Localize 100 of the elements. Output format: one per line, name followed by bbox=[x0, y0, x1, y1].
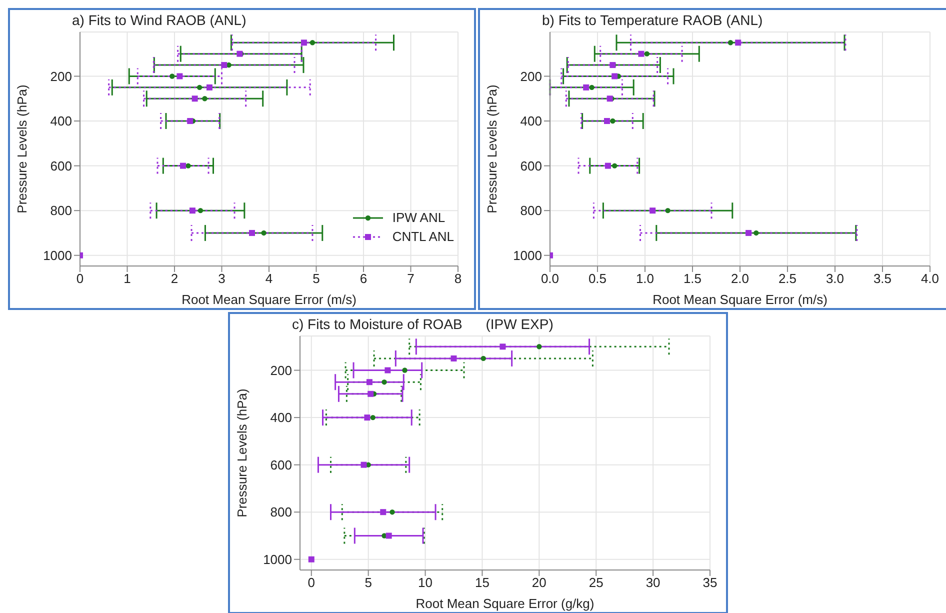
x-tick-label: 2.5 bbox=[778, 271, 797, 286]
point bbox=[221, 62, 228, 68]
point bbox=[644, 51, 650, 56]
point bbox=[390, 509, 395, 515]
x-tick-label: 15 bbox=[474, 575, 490, 590]
point bbox=[206, 84, 212, 90]
point bbox=[610, 118, 616, 124]
y-tick-label: 200 bbox=[270, 362, 292, 378]
point bbox=[380, 509, 386, 516]
x-tick-label: 4 bbox=[265, 271, 273, 286]
x-axis-title: Root Mean Square Error (g/kg) bbox=[416, 596, 594, 611]
y-tick-label: 400 bbox=[270, 410, 292, 426]
x-axis-title: Root Mean Square Error (m/s) bbox=[652, 292, 828, 307]
x-tick-label: 35 bbox=[702, 575, 718, 590]
point bbox=[612, 163, 618, 168]
point bbox=[386, 532, 392, 539]
point bbox=[638, 50, 644, 57]
point bbox=[180, 162, 186, 169]
y-axis-title: Pressure Levels (hPa) bbox=[234, 388, 250, 518]
point bbox=[500, 344, 506, 350]
x-tick-label: 3.5 bbox=[873, 271, 892, 286]
point bbox=[606, 96, 613, 102]
x-tick-label: 20 bbox=[532, 575, 546, 590]
point bbox=[589, 84, 594, 90]
point bbox=[308, 556, 314, 562]
chart-title: c) Fits to Moisture of ROAB (IPW EXP) bbox=[292, 316, 554, 332]
x-tick-label: 2 bbox=[170, 271, 178, 286]
point bbox=[604, 118, 610, 124]
x-tick-label: 5 bbox=[364, 575, 372, 590]
point bbox=[754, 230, 759, 236]
y-tick-label: 600 bbox=[520, 158, 542, 174]
point bbox=[186, 163, 191, 168]
x-tick-label: 6 bbox=[360, 271, 368, 286]
point bbox=[384, 367, 391, 374]
x-tick-label: 1 bbox=[124, 271, 131, 286]
chart-title: b) Fits to Temperature RAOB (ANL) bbox=[542, 12, 763, 28]
y-tick-label: 600 bbox=[50, 158, 72, 174]
point bbox=[187, 118, 194, 124]
y-tick-label: 1000 bbox=[263, 552, 292, 567]
point bbox=[370, 414, 376, 420]
y-tick-label: 200 bbox=[520, 68, 542, 84]
y-tick-label: 600 bbox=[270, 457, 292, 472]
point bbox=[192, 96, 198, 102]
point bbox=[170, 74, 175, 79]
legend-label: IPW ANL bbox=[392, 209, 446, 227]
x-tick-label: 0.5 bbox=[588, 271, 607, 286]
point bbox=[480, 356, 486, 362]
x-tick-label: 25 bbox=[588, 575, 604, 590]
x-tick-label: 1.0 bbox=[636, 271, 654, 286]
point bbox=[196, 84, 202, 90]
x-tick-label: 0 bbox=[76, 271, 84, 286]
y-tick-label: 400 bbox=[520, 114, 542, 129]
x-axis-title: Root Mean Square Error (m/s) bbox=[182, 292, 356, 307]
point bbox=[360, 462, 367, 468]
point bbox=[536, 344, 542, 350]
x-tick-label: 10 bbox=[418, 575, 433, 590]
y-axis-title: Pressure Levels (hPa) bbox=[484, 84, 500, 214]
y-tick-label: 800 bbox=[50, 203, 72, 218]
x-tick-label: 4.0 bbox=[920, 271, 940, 286]
x-tick-label: 3.0 bbox=[826, 271, 844, 286]
x-tick-label: 30 bbox=[646, 575, 660, 590]
point bbox=[189, 208, 196, 214]
point bbox=[604, 162, 611, 169]
point bbox=[735, 40, 742, 46]
x-tick-label: 2.0 bbox=[730, 271, 750, 286]
x-tick-label: 8 bbox=[454, 271, 462, 286]
x-tick-label: 7 bbox=[407, 271, 414, 286]
x-tick-label: 0 bbox=[308, 575, 316, 590]
legend-label: CNTL ANL bbox=[392, 228, 454, 246]
point bbox=[650, 208, 656, 214]
x-tick-label: 1.5 bbox=[683, 271, 702, 286]
point bbox=[402, 368, 408, 373]
point bbox=[176, 73, 183, 80]
y-tick-label: 800 bbox=[520, 203, 542, 218]
point bbox=[728, 40, 734, 46]
point bbox=[382, 379, 387, 385]
point bbox=[300, 40, 307, 46]
point bbox=[364, 414, 370, 421]
y-tick-label: 800 bbox=[270, 504, 292, 520]
y-tick-label: 1000 bbox=[513, 248, 542, 263]
y-tick-label: 400 bbox=[50, 114, 72, 129]
point bbox=[202, 96, 208, 102]
x-tick-label: 5 bbox=[312, 271, 320, 286]
chart-title: a) Fits to Wind RAOB (ANL) bbox=[72, 12, 246, 28]
point bbox=[248, 230, 255, 236]
point bbox=[746, 230, 752, 236]
y-axis-title: Pressure Levels (hPa) bbox=[14, 84, 30, 214]
point bbox=[665, 208, 670, 214]
point bbox=[368, 390, 374, 397]
point bbox=[261, 230, 266, 236]
point bbox=[583, 84, 590, 90]
point bbox=[198, 208, 204, 214]
x-tick-label: 0.0 bbox=[540, 271, 560, 286]
point bbox=[450, 355, 457, 362]
point bbox=[310, 40, 316, 46]
y-tick-label: 1000 bbox=[43, 248, 72, 263]
x-tick-label: 3 bbox=[218, 271, 226, 286]
point bbox=[366, 379, 372, 386]
point bbox=[612, 73, 618, 80]
y-tick-label: 200 bbox=[50, 68, 72, 84]
